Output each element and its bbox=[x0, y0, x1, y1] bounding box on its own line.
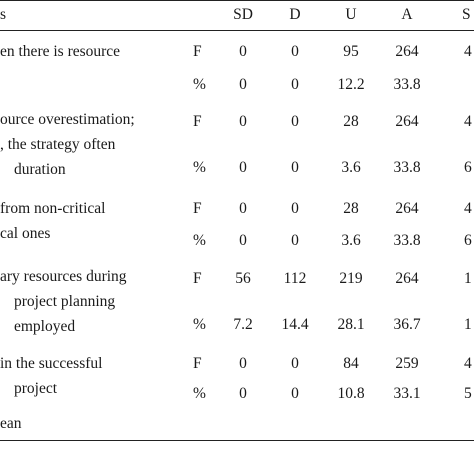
row-1-f-sd: 0 bbox=[239, 43, 247, 60]
row-5-pct-u: 10.8 bbox=[337, 385, 365, 402]
header-col-sd: SD bbox=[233, 6, 253, 23]
row-1-pct-a: 33.8 bbox=[393, 76, 421, 93]
row-2-f-label: F bbox=[193, 113, 202, 130]
row-4-f-label: F bbox=[193, 270, 202, 287]
row-1-pct-sd: 0 bbox=[239, 76, 247, 93]
row-1-description-line-1: en there is resource bbox=[0, 43, 121, 60]
row-4-description-line-2: project planning bbox=[14, 293, 116, 310]
row-2-f-u: 28 bbox=[343, 113, 359, 130]
header-col-a: A bbox=[401, 6, 413, 23]
row-1-pct-u: 12.2 bbox=[337, 76, 365, 93]
row-3-description-line-1: from non-critical bbox=[0, 200, 106, 217]
row-2-pct-d: 0 bbox=[291, 159, 299, 176]
row-2-pct-label: % bbox=[193, 159, 206, 176]
header-col-u: U bbox=[345, 6, 357, 23]
row-3-f-u: 28 bbox=[343, 200, 359, 217]
row-2-description-line-1: ource overestimation; bbox=[0, 111, 135, 128]
header-col-sa: S bbox=[462, 6, 471, 23]
header-col-d: D bbox=[289, 6, 301, 23]
row-5-f-sd: 0 bbox=[239, 355, 247, 372]
row-1-pct-label: % bbox=[193, 76, 206, 93]
row-4-description-line-3: employed bbox=[14, 318, 76, 335]
row-3-description-line-2: cal ones bbox=[0, 225, 51, 242]
row-2-pct-sd: 0 bbox=[239, 159, 247, 176]
row-5-pct-label: % bbox=[193, 385, 206, 402]
row-1-f-u: 95 bbox=[343, 43, 359, 60]
row-1-f-d: 0 bbox=[291, 43, 299, 60]
row-2-pct-sa: 6 bbox=[464, 159, 472, 176]
row-4-f-u: 219 bbox=[339, 270, 363, 287]
row-4-pct-a: 36.7 bbox=[393, 316, 421, 333]
row-5-pct-a: 33.1 bbox=[393, 385, 421, 402]
row-5-f-sa: 4 bbox=[464, 355, 472, 372]
row-2-f-a: 264 bbox=[395, 113, 419, 130]
row-4-pct-d: 14.4 bbox=[281, 316, 309, 333]
row-3-pct-a: 33.8 bbox=[393, 232, 421, 249]
row-5-f-a: 259 bbox=[395, 355, 419, 372]
row-5-description-line-2: project bbox=[14, 380, 58, 397]
table-bottom-rule bbox=[0, 440, 474, 441]
row-5-pct-sd: 0 bbox=[239, 385, 247, 402]
row-5-f-label: F bbox=[193, 355, 202, 372]
row-4-pct-sd: 7.2 bbox=[233, 316, 253, 333]
row-3-f-sd: 0 bbox=[239, 200, 247, 217]
row-4-f-d: 112 bbox=[283, 270, 307, 287]
row-4-pct-sa: 1 bbox=[464, 316, 472, 333]
row-3-f-a: 264 bbox=[395, 200, 419, 217]
row-3-pct-sd: 0 bbox=[239, 232, 247, 249]
row-4-pct-u: 28.1 bbox=[337, 316, 365, 333]
row-4-description-line-1: ary resources during bbox=[0, 268, 127, 285]
row-3-pct-d: 0 bbox=[291, 232, 299, 249]
row-5-pct-sa: 5 bbox=[464, 385, 472, 402]
row-2-f-sa: 4 bbox=[464, 113, 472, 130]
row-2-pct-u: 3.6 bbox=[341, 159, 361, 176]
footer-text: ean bbox=[0, 415, 22, 432]
row-1-pct-d: 0 bbox=[291, 76, 299, 93]
row-5-f-d: 0 bbox=[291, 355, 299, 372]
row-3-f-d: 0 bbox=[291, 200, 299, 217]
row-1-f-a: 264 bbox=[395, 43, 419, 60]
row-2-description-line-3: duration bbox=[14, 161, 66, 178]
row-2-pct-a: 33.8 bbox=[393, 159, 421, 176]
row-5-f-u: 84 bbox=[343, 355, 359, 372]
header-description: s bbox=[0, 6, 7, 23]
row-3-pct-label: % bbox=[193, 232, 206, 249]
row-2-description-line-2: , the strategy often bbox=[0, 136, 116, 153]
row-2-f-d: 0 bbox=[291, 113, 299, 130]
row-2-f-sd: 0 bbox=[239, 113, 247, 130]
row-1-f-sa: 4 bbox=[464, 43, 472, 60]
header-rule bbox=[0, 30, 474, 31]
row-5-pct-d: 0 bbox=[291, 385, 299, 402]
row-5-description-line-1: in the successful bbox=[0, 355, 103, 372]
row-3-f-label: F bbox=[193, 200, 202, 217]
row-3-f-sa: 4 bbox=[464, 200, 472, 217]
row-4-f-sa: 1 bbox=[464, 270, 472, 287]
row-3-pct-u: 3.6 bbox=[341, 232, 361, 249]
row-4-f-a: 264 bbox=[395, 270, 419, 287]
row-4-f-sd: 56 bbox=[235, 270, 251, 287]
table-top-rule bbox=[0, 0, 474, 1]
row-4-pct-label: % bbox=[193, 316, 206, 333]
row-3-pct-sa: 6 bbox=[464, 232, 472, 249]
row-1-f-label: F bbox=[193, 43, 202, 60]
